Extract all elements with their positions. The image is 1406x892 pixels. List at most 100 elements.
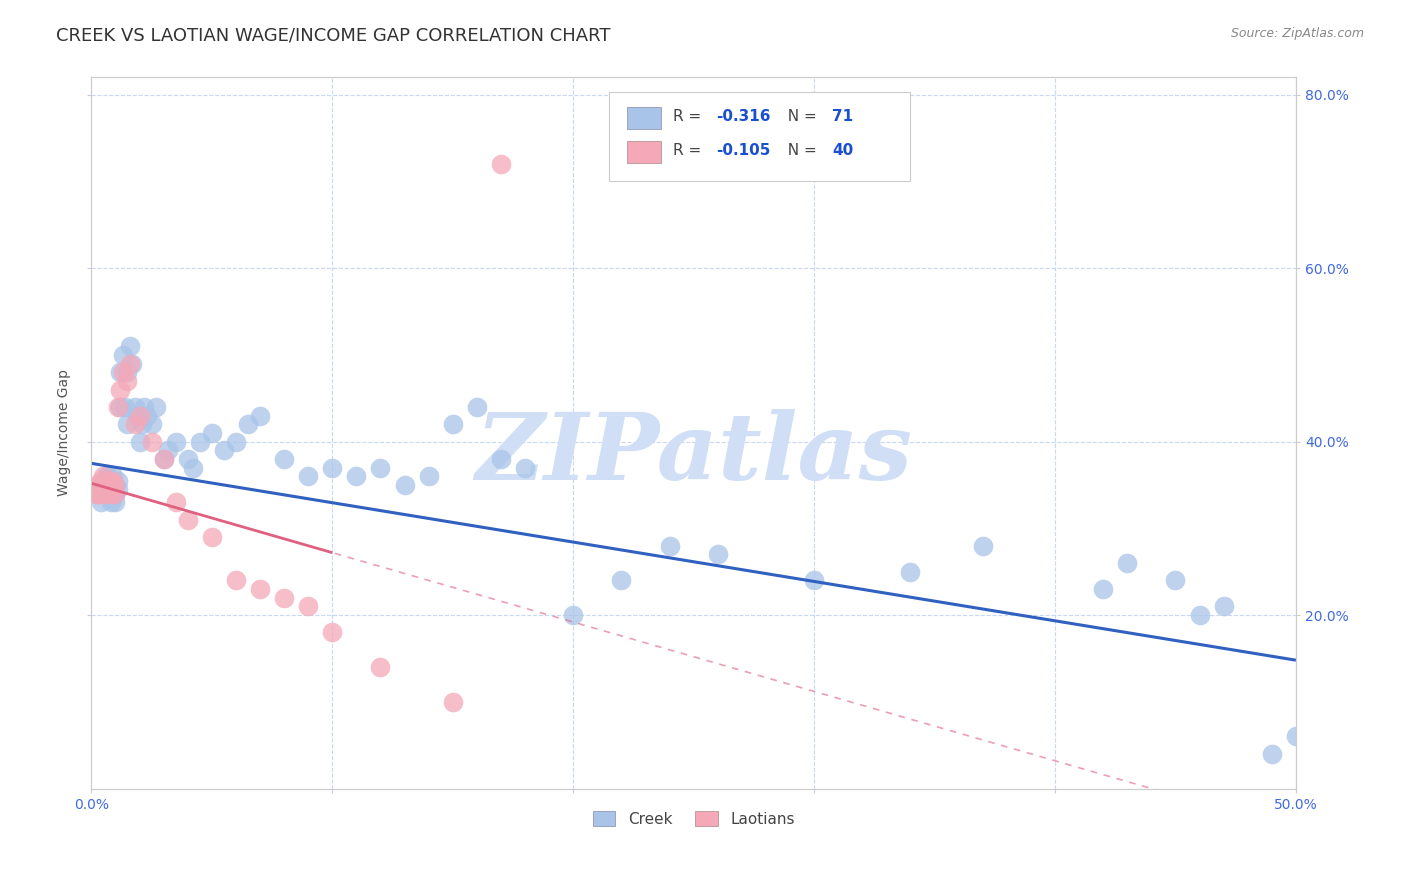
Point: [297, 599, 319, 614]
Point: [114, 400, 136, 414]
Point: [97, 474, 120, 488]
Point: [87, 486, 110, 500]
Point: [90, 495, 112, 509]
Point: [344, 469, 367, 483]
Point: [489, 157, 512, 171]
Point: [100, 483, 122, 497]
Point: [110, 400, 132, 414]
Point: [562, 608, 585, 623]
Point: [513, 460, 536, 475]
Point: [107, 400, 129, 414]
Point: [107, 483, 129, 497]
Point: [131, 417, 153, 432]
Point: [101, 478, 124, 492]
Point: [100, 478, 122, 492]
Point: [658, 539, 681, 553]
Point: [110, 365, 132, 379]
Point: [127, 409, 149, 423]
Point: [101, 486, 124, 500]
Point: [249, 409, 271, 423]
Point: [145, 400, 167, 414]
FancyBboxPatch shape: [609, 92, 911, 180]
Text: -0.316: -0.316: [717, 109, 770, 124]
Text: ZIPatlas: ZIPatlas: [475, 409, 912, 500]
Point: [201, 425, 224, 440]
Legend: Creek, Laotians: Creek, Laotians: [585, 803, 803, 834]
Point: [104, 486, 127, 500]
Point: [441, 417, 464, 432]
Point: [117, 417, 139, 432]
Y-axis label: Wage/Income Gap: Wage/Income Gap: [58, 369, 72, 497]
Point: [176, 452, 198, 467]
Point: [87, 486, 110, 500]
Point: [249, 582, 271, 596]
Point: [93, 478, 115, 492]
Point: [1116, 556, 1139, 570]
Point: [141, 417, 163, 432]
Point: [117, 365, 139, 379]
Point: [441, 695, 464, 709]
Point: [97, 483, 120, 497]
Point: [212, 443, 235, 458]
Point: [111, 348, 134, 362]
Point: [297, 469, 319, 483]
Point: [803, 574, 825, 588]
Point: [465, 400, 488, 414]
Point: [121, 357, 143, 371]
Point: [225, 434, 247, 449]
Point: [1188, 608, 1211, 623]
Point: [83, 483, 105, 497]
Point: [93, 478, 115, 492]
Point: [225, 574, 247, 588]
Point: [900, 565, 922, 579]
Text: N =: N =: [778, 144, 821, 158]
Text: Source: ZipAtlas.com: Source: ZipAtlas.com: [1230, 27, 1364, 40]
Point: [84, 486, 107, 500]
Text: R =: R =: [673, 109, 706, 124]
Text: CREEK VS LAOTIAN WAGE/INCOME GAP CORRELATION CHART: CREEK VS LAOTIAN WAGE/INCOME GAP CORRELA…: [56, 27, 610, 45]
Point: [97, 478, 120, 492]
Point: [321, 460, 343, 475]
Point: [1212, 599, 1234, 614]
Text: R =: R =: [673, 144, 706, 158]
Point: [972, 539, 994, 553]
Point: [188, 434, 211, 449]
Point: [418, 469, 440, 483]
Text: N =: N =: [778, 109, 821, 124]
Point: [370, 460, 392, 475]
Point: [1285, 730, 1308, 744]
Point: [101, 474, 124, 488]
Point: [152, 452, 174, 467]
Point: [321, 625, 343, 640]
Point: [118, 339, 141, 353]
Point: [181, 460, 204, 475]
Point: [101, 469, 124, 483]
Point: [101, 483, 124, 497]
Point: [128, 409, 150, 423]
Point: [273, 452, 295, 467]
Point: [107, 474, 129, 488]
Point: [94, 469, 117, 483]
Point: [489, 452, 512, 467]
Point: [236, 417, 259, 432]
Text: 71: 71: [832, 109, 853, 124]
Point: [141, 434, 163, 449]
Point: [100, 486, 122, 500]
Point: [104, 486, 127, 500]
Text: -0.105: -0.105: [717, 144, 770, 158]
Text: 40: 40: [832, 144, 853, 158]
Point: [94, 483, 117, 497]
Point: [94, 486, 117, 500]
Point: [90, 486, 112, 500]
Point: [97, 469, 120, 483]
Point: [370, 660, 392, 674]
Point: [124, 400, 146, 414]
Point: [87, 478, 110, 492]
Point: [1164, 574, 1187, 588]
Point: [152, 452, 174, 467]
Point: [100, 495, 122, 509]
Point: [394, 478, 416, 492]
Point: [100, 474, 122, 488]
Point: [157, 443, 180, 458]
Point: [84, 478, 107, 492]
